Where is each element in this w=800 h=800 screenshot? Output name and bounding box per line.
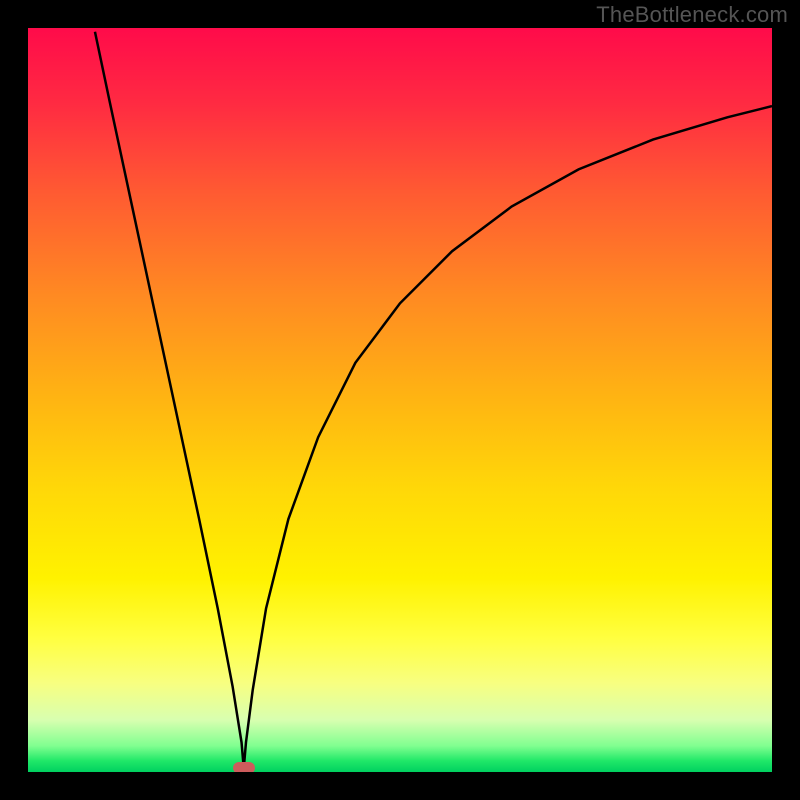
- gradient-background: [28, 28, 772, 772]
- minimum-marker: [233, 762, 255, 772]
- chart-container: TheBottleneck.com: [0, 0, 800, 800]
- plot-svg: [28, 28, 772, 772]
- watermark-text: TheBottleneck.com: [596, 2, 788, 28]
- plot-area: [28, 28, 772, 772]
